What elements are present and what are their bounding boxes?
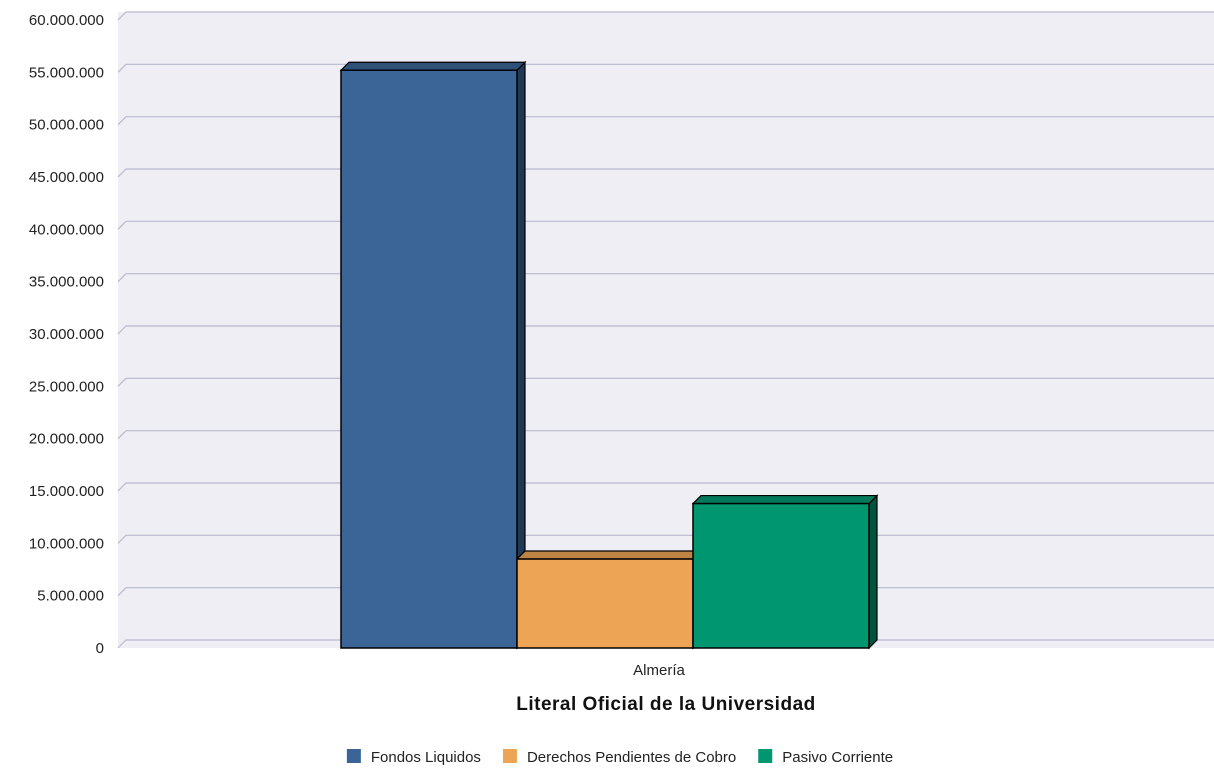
bar-top xyxy=(691,494,879,505)
gridline xyxy=(117,273,1214,283)
plot-background-wall xyxy=(118,12,1214,648)
bar-side xyxy=(868,494,878,650)
y-axis: 0 5.000.000 10.000.000 15.000.000 20.000.000… xyxy=(29,12,104,657)
legend: Fondos Liquidos Derechos Pendientes de Co… xyxy=(346,749,893,766)
gridline xyxy=(117,63,1214,73)
y-tick-label: 60.000.000 xyxy=(29,12,104,29)
gridline xyxy=(117,482,1214,492)
bars xyxy=(339,60,879,650)
x-tick-label: Almería xyxy=(633,662,685,679)
legend-label: Fondos Liquidos xyxy=(371,749,481,766)
gridline xyxy=(117,168,1214,178)
x-axis-title: Literal Oficial de la Universidad xyxy=(516,694,816,715)
bar-2 xyxy=(691,494,879,650)
bar-top xyxy=(339,61,527,71)
y-tick-label: 15.000.000 xyxy=(29,483,104,500)
y-tick-label: 10.000.000 xyxy=(29,535,104,552)
gridline xyxy=(117,11,1214,21)
gridline xyxy=(117,220,1214,230)
bar-0 xyxy=(339,60,527,650)
bar-front xyxy=(340,69,518,649)
bar-top xyxy=(515,550,703,560)
bar-front xyxy=(516,558,694,649)
y-tick-label: 0 xyxy=(96,640,104,657)
legend-swatch xyxy=(346,749,361,763)
y-tick-label: 35.000.000 xyxy=(29,274,104,291)
legend-swatch xyxy=(758,749,773,763)
y-tick-label: 5.000.000 xyxy=(37,588,104,605)
y-tick-label: 20.000.000 xyxy=(29,431,104,448)
y-tick-label: 30.000.000 xyxy=(29,326,104,343)
y-tick-label: 55.000.000 xyxy=(29,64,104,81)
gridlines xyxy=(117,11,1214,649)
legend-swatch xyxy=(502,749,517,763)
gridline xyxy=(117,325,1214,335)
y-tick-label: 45.000.000 xyxy=(29,169,104,186)
y-tick-label: 40.000.000 xyxy=(29,221,104,238)
bar-front xyxy=(692,502,870,649)
y-tick-label: 25.000.000 xyxy=(29,378,104,395)
legend-label: Derechos Pendientes de Cobro xyxy=(527,749,736,766)
legend-label: Pasivo Corriente xyxy=(782,749,893,766)
x-axis: Almería xyxy=(633,662,685,679)
gridline xyxy=(117,377,1214,387)
y-tick-label: 50.000.000 xyxy=(29,117,104,134)
gridline xyxy=(117,116,1214,126)
bar-1 xyxy=(515,549,703,650)
gridline xyxy=(117,430,1214,440)
